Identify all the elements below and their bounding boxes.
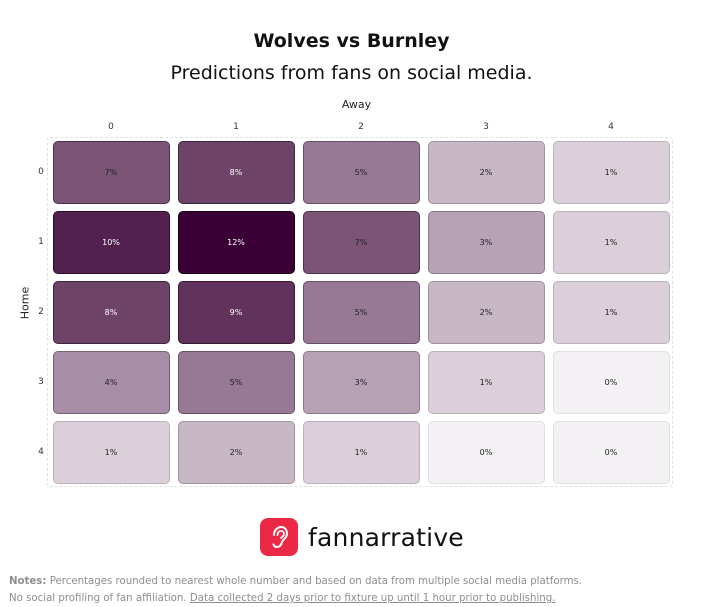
cell-value-label: 0% xyxy=(604,447,618,457)
cell-value-label: 0% xyxy=(479,447,493,457)
cell-value-label: 3% xyxy=(354,377,368,387)
heatmap-cell: 1% xyxy=(427,350,545,414)
notes-text-1: Percentages rounded to nearest whole num… xyxy=(49,576,583,587)
heatmap-cell: 1% xyxy=(552,210,670,274)
heatmap-cell: 8% xyxy=(177,140,295,204)
cell-value-label: 2% xyxy=(479,307,493,317)
heatmap-cell: 7% xyxy=(52,140,170,204)
notes-text-2: No social profiling of fan affiliation. xyxy=(9,593,187,604)
cell-value-label: 10% xyxy=(102,237,120,247)
x-tick-label: 2 xyxy=(358,122,364,132)
heatmap-cell: 9% xyxy=(177,280,295,344)
cell-value-label: 2% xyxy=(479,167,493,177)
heatmap-cell: 10% xyxy=(52,210,170,274)
cell-value-label: 1% xyxy=(604,167,618,177)
heatmap-cell: 2% xyxy=(427,280,545,344)
y-axis-title: Home xyxy=(18,286,32,320)
heatmap-cell: 1% xyxy=(302,420,420,484)
cell-value-label: 1% xyxy=(104,447,118,457)
heatmap-cell: 0% xyxy=(427,420,545,484)
x-tick-label: 1 xyxy=(233,122,239,132)
cell-value-label: 5% xyxy=(354,307,368,317)
x-axis-title: Away xyxy=(341,98,372,111)
y-tick-label: 0 xyxy=(38,167,44,177)
chart-subtitle: Predictions from fans on social media. xyxy=(170,62,533,84)
x-tick-label: 3 xyxy=(483,122,489,132)
cell-value-label: 8% xyxy=(104,307,118,317)
brand-name: fannarrative xyxy=(308,522,464,552)
heatmap-cell: 0% xyxy=(552,420,670,484)
cell-value-label: 5% xyxy=(229,377,243,387)
y-tick-label: 3 xyxy=(38,377,44,387)
y-tick-label: 4 xyxy=(38,447,44,457)
heatmap-cell: 5% xyxy=(177,350,295,414)
cell-value-label: 12% xyxy=(227,237,245,247)
ear-icon xyxy=(260,518,298,556)
cell-value-label: 1% xyxy=(604,237,618,247)
y-tick-label: 2 xyxy=(38,307,44,317)
cell-value-label: 4% xyxy=(104,377,118,387)
cell-value-label: 9% xyxy=(229,307,243,317)
heatmap-cell: 1% xyxy=(552,140,670,204)
heatmap-cell: 0% xyxy=(552,350,670,414)
heatmap-cell: 1% xyxy=(552,280,670,344)
cell-value-label: 7% xyxy=(354,237,368,247)
heatmap-cell: 5% xyxy=(302,140,420,204)
footnotes: Notes: Percentages rounded to nearest wh… xyxy=(9,573,699,607)
cell-value-label: 1% xyxy=(354,447,368,457)
heatmap-cell: 3% xyxy=(302,350,420,414)
cell-value-label: 3% xyxy=(479,237,493,247)
x-tick-label: 0 xyxy=(108,122,114,132)
notes-line-2: No social profiling of fan affiliation. … xyxy=(9,590,699,607)
cell-value-label: 5% xyxy=(354,167,368,177)
heatmap-frame xyxy=(47,137,673,487)
cell-value-label: 1% xyxy=(604,307,618,317)
heatmap-cell: 1% xyxy=(52,420,170,484)
heatmap-cell: 7% xyxy=(302,210,420,274)
heatmap-cell: 2% xyxy=(427,140,545,204)
notes-link[interactable]: Data collected 2 days prior to fixture u… xyxy=(189,593,556,604)
y-tick-label: 1 xyxy=(38,237,44,247)
heatmap-cell: 4% xyxy=(52,350,170,414)
x-tick-label: 4 xyxy=(608,122,614,132)
cell-value-label: 1% xyxy=(479,377,493,387)
heatmap-cell: 8% xyxy=(52,280,170,344)
cell-value-label: 2% xyxy=(229,447,243,457)
notes-label: Notes: xyxy=(9,576,47,587)
heatmap-cell: 3% xyxy=(427,210,545,274)
cell-value-label: 8% xyxy=(229,167,243,177)
notes-line-1: Notes: Percentages rounded to nearest wh… xyxy=(9,573,699,590)
brand-logo: fannarrative xyxy=(260,518,464,556)
cell-value-label: 7% xyxy=(104,167,118,177)
heatmap-cell: 2% xyxy=(177,420,295,484)
heatmap-cell: 12% xyxy=(177,210,295,274)
chart-title: Wolves vs Burnley xyxy=(253,30,450,52)
heatmap-cell: 5% xyxy=(302,280,420,344)
cell-value-label: 0% xyxy=(604,377,618,387)
